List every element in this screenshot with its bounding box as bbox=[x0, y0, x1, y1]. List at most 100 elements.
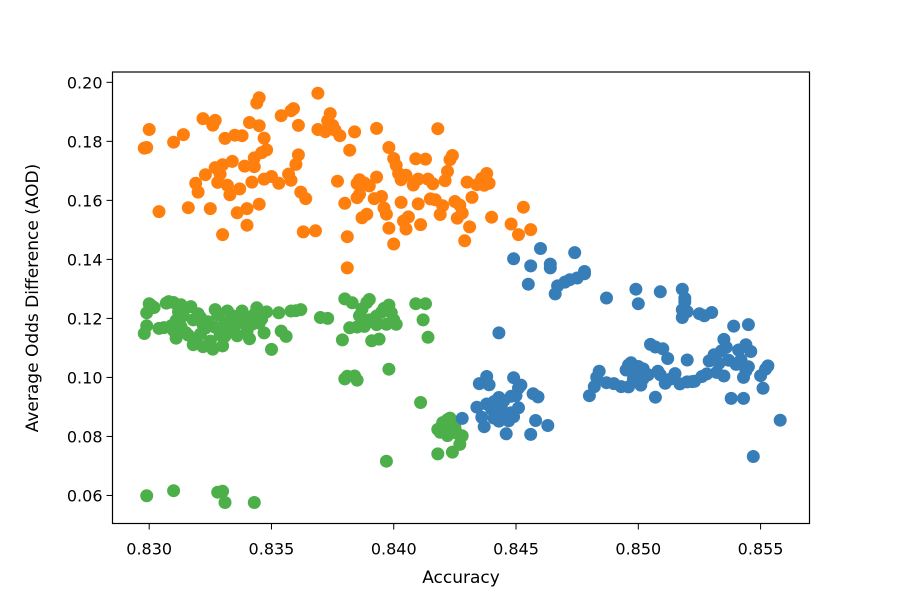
data-point-s0-127 bbox=[504, 217, 518, 231]
data-point-s0-18 bbox=[216, 228, 230, 242]
data-point-s2-85 bbox=[680, 305, 694, 319]
data-point-s1-100 bbox=[421, 330, 435, 344]
data-point-s2-31 bbox=[524, 259, 538, 273]
data-point-s1-95 bbox=[379, 454, 393, 468]
data-point-s1-38 bbox=[216, 339, 230, 353]
data-point-s0-130 bbox=[524, 223, 538, 237]
data-point-s1-14 bbox=[169, 331, 183, 345]
data-point-s2-78 bbox=[668, 367, 682, 381]
data-point-s0-27 bbox=[238, 159, 252, 173]
data-point-s0-53 bbox=[296, 225, 310, 239]
data-point-s0-124 bbox=[480, 167, 494, 180]
data-point-s0-6 bbox=[181, 201, 195, 215]
data-point-s0-9 bbox=[196, 112, 210, 126]
y-tick-label-7: 0.20 bbox=[67, 73, 103, 92]
data-point-s0-25 bbox=[233, 182, 247, 196]
data-point-s1-64 bbox=[294, 303, 308, 317]
data-point-s0-100 bbox=[414, 218, 428, 232]
data-point-s2-28 bbox=[507, 252, 521, 266]
data-point-s2-27 bbox=[514, 378, 528, 392]
data-point-s1-16 bbox=[174, 298, 188, 312]
data-point-s2-101 bbox=[717, 369, 731, 383]
data-point-s0-83 bbox=[379, 207, 393, 221]
data-point-s0-55 bbox=[309, 224, 322, 238]
y-tick-label-1: 0.08 bbox=[67, 427, 103, 446]
data-point-s2-38 bbox=[543, 261, 557, 275]
data-point-s0-106 bbox=[431, 122, 445, 136]
data-point-s2-52 bbox=[600, 291, 613, 305]
data-point-s0-73 bbox=[353, 187, 366, 201]
data-point-s2-29 bbox=[521, 277, 535, 291]
data-point-s0-84 bbox=[382, 221, 396, 235]
data-point-s2-118 bbox=[756, 381, 770, 395]
data-point-s2-102 bbox=[719, 340, 733, 354]
data-point-s2-35 bbox=[534, 242, 547, 255]
plot-frame bbox=[111, 71, 811, 525]
data-point-s1-33 bbox=[206, 342, 220, 356]
data-point-s2-1 bbox=[470, 400, 484, 414]
y-tick-label-2: 0.10 bbox=[67, 368, 103, 387]
data-point-s0-14 bbox=[208, 113, 222, 127]
x-tick-label-5: 0.855 bbox=[738, 540, 784, 559]
data-point-s1-81 bbox=[362, 293, 376, 306]
data-point-s1-5 bbox=[147, 301, 161, 314]
data-point-s0-19 bbox=[218, 131, 232, 145]
data-point-s0-119 bbox=[463, 220, 477, 234]
data-point-s2-120 bbox=[761, 359, 775, 373]
data-point-s1-119 bbox=[218, 496, 232, 509]
data-point-s2-76 bbox=[661, 352, 675, 365]
data-point-s0-28 bbox=[240, 202, 254, 216]
data-point-s2-86 bbox=[680, 353, 694, 367]
data-point-s0-11 bbox=[203, 202, 217, 216]
data-point-s0-95 bbox=[401, 210, 415, 224]
data-point-s0-66 bbox=[340, 230, 354, 244]
data-point-s1-99 bbox=[419, 297, 432, 311]
data-point-s2-18 bbox=[499, 427, 513, 441]
data-point-s0-79 bbox=[370, 121, 384, 135]
data-point-s2-74 bbox=[656, 342, 670, 356]
data-point-s0-22 bbox=[225, 154, 239, 168]
data-point-s2-113 bbox=[741, 360, 755, 374]
data-point-s1-53 bbox=[250, 301, 264, 315]
data-point-s0-110 bbox=[441, 164, 454, 178]
data-point-s1-75 bbox=[350, 373, 364, 387]
data-point-s2-121 bbox=[773, 413, 787, 427]
data-point-s1-72 bbox=[345, 296, 359, 310]
data-point-s0-54 bbox=[299, 192, 313, 206]
x-axis: 0.830 0.835 0.840 0.845 0.850 0.855 bbox=[126, 523, 784, 559]
data-point-s0-36 bbox=[252, 91, 266, 105]
y-tick-label-5: 0.16 bbox=[67, 191, 103, 210]
data-point-s0-65 bbox=[338, 196, 352, 210]
data-point-s2-62 bbox=[631, 297, 645, 311]
data-point-s0-3 bbox=[152, 205, 166, 219]
data-point-s1-97 bbox=[414, 396, 428, 409]
data-point-s0-35 bbox=[252, 197, 266, 211]
data-point-s0-87 bbox=[387, 237, 401, 251]
data-point-s0-126 bbox=[485, 210, 499, 224]
data-point-s1-96 bbox=[409, 297, 423, 311]
data-point-s2-34 bbox=[531, 390, 545, 404]
x-axis-title: Accuracy bbox=[422, 568, 500, 588]
data-point-s1-101 bbox=[431, 447, 445, 461]
x-tick-label-1: 0.835 bbox=[249, 540, 295, 559]
data-point-s1-57 bbox=[260, 305, 274, 319]
data-point-s1-50 bbox=[243, 332, 256, 346]
data-point-s0-129 bbox=[516, 200, 530, 214]
data-point-s2-7 bbox=[482, 378, 496, 392]
x-tick-label-0: 0.830 bbox=[126, 540, 172, 559]
data-point-s1-98 bbox=[416, 313, 430, 327]
data-point-s0-81 bbox=[375, 190, 388, 203]
data-point-s0-91 bbox=[394, 195, 408, 209]
data-point-s0-37 bbox=[252, 119, 266, 133]
data-point-s2-95 bbox=[705, 306, 719, 319]
data-point-s1-45 bbox=[230, 329, 244, 343]
data-point-s1-114 bbox=[455, 429, 469, 443]
data-point-s1-118 bbox=[216, 484, 230, 498]
data-point-s0-2 bbox=[142, 123, 156, 136]
data-point-s2-33 bbox=[529, 414, 543, 427]
data-point-s0-80 bbox=[370, 170, 384, 184]
data-point-s2-12 bbox=[492, 326, 506, 340]
data-point-s0-97 bbox=[409, 152, 423, 166]
